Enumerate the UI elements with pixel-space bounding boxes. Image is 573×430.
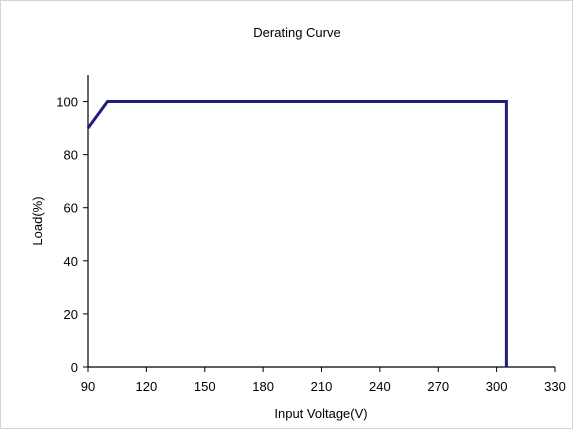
x-tick-label: 210	[311, 379, 333, 394]
x-tick-label: 150	[194, 379, 216, 394]
x-tick-label: 300	[486, 379, 508, 394]
y-tick-label: 80	[64, 148, 78, 163]
x-tick-label: 240	[369, 379, 391, 394]
chart-title: Derating Curve	[253, 25, 340, 40]
x-tick-label: 330	[544, 379, 566, 394]
x-tick-label: 120	[136, 379, 158, 394]
y-tick-label: 60	[64, 201, 78, 216]
axes	[88, 75, 555, 367]
y-tick-label: 0	[71, 360, 78, 375]
x-axis-label: Input Voltage(V)	[274, 406, 367, 421]
y-tick-label: 40	[64, 254, 78, 269]
y-tick-label: 100	[56, 95, 78, 110]
series-layer	[88, 101, 507, 367]
y-axis-label: Load(%)	[30, 196, 45, 245]
axis-ticks: 90 120 150 180 210 240 270 300 330 0 20 40 60 80 100	[56, 95, 566, 394]
series-line-0	[88, 102, 506, 368]
y-tick-label: 20	[64, 307, 78, 322]
x-tick-label: 180	[252, 379, 274, 394]
x-tick-label: 90	[81, 379, 95, 394]
x-tick-label: 270	[427, 379, 449, 394]
